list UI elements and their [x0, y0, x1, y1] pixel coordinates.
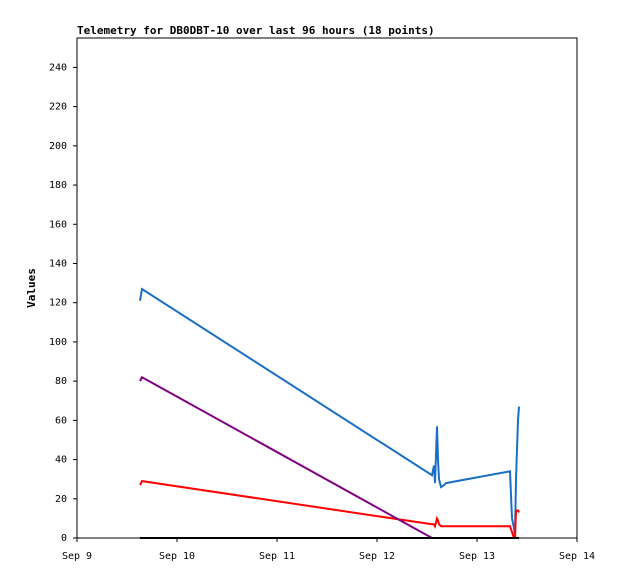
- y-tick-label: 0: [61, 533, 67, 544]
- series-line: [139, 480, 520, 539]
- y-tick-label: 100: [49, 337, 67, 348]
- y-tick-label: 120: [49, 298, 67, 309]
- x-tick-label: Sep 12: [359, 551, 395, 562]
- x-tick-label: Sep 9: [62, 551, 92, 562]
- y-tick-label: 60: [55, 415, 67, 426]
- chart-title: Telemetry for DB0DBT-10 over last 96 hou…: [77, 24, 435, 37]
- series-line: [139, 287, 520, 535]
- x-tick-label: Sep 11: [259, 551, 295, 562]
- y-tick-label: 80: [55, 376, 67, 387]
- x-tick-label: Sep 13: [459, 551, 495, 562]
- y-tick-label: 140: [49, 258, 67, 269]
- y-tick-label: 240: [49, 62, 67, 73]
- x-tick-label: Sep 10: [159, 551, 195, 562]
- y-tick-label: 200: [49, 141, 67, 152]
- y-tick-label: 160: [49, 219, 67, 230]
- plot-frame: [76, 37, 578, 539]
- y-axis-label: Values: [25, 268, 38, 308]
- y-tick-label: 40: [55, 455, 67, 466]
- y-tick-label: 220: [49, 102, 67, 113]
- y-tick-label: 180: [49, 180, 67, 191]
- x-tick-label: Sep 14: [559, 551, 595, 562]
- y-tick-label: 20: [55, 494, 67, 505]
- series-line: [139, 375, 519, 539]
